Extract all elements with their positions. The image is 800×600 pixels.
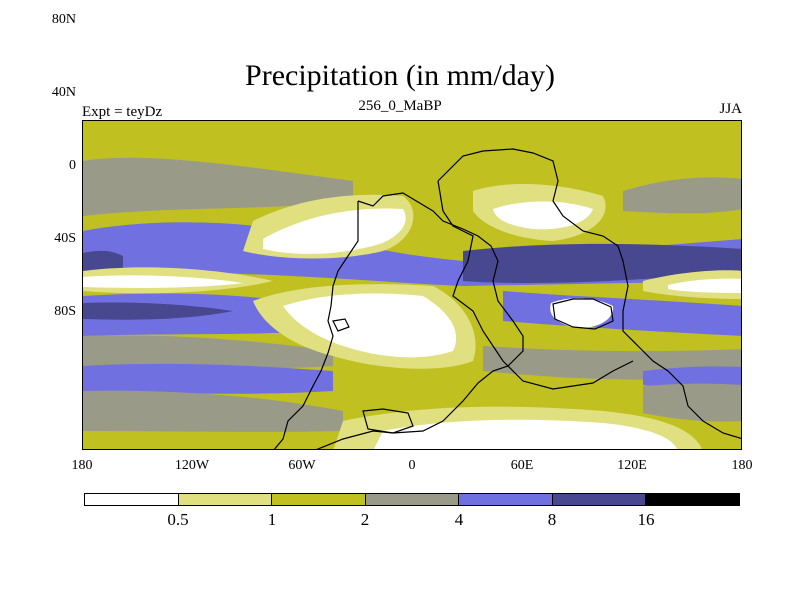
lon-tick-60e: 60E: [510, 458, 534, 473]
colorbar-cell-5: [552, 494, 647, 505]
colorbar: [84, 493, 740, 506]
colorbar-label-2: 2: [360, 510, 370, 529]
experiment-label: Expt = teyDz: [82, 104, 163, 120]
field-white-equator-east-core: [668, 278, 741, 293]
field-grey-south-lat: [83, 383, 741, 432]
field-dry-north-america-core: [263, 208, 406, 254]
field-dry-asia-core: [493, 201, 593, 230]
lon-tick-180-east: 180: [731, 458, 753, 473]
lon-tick-120w: 120W: [174, 458, 210, 473]
colorbar-label-0: 0.5: [167, 510, 189, 529]
precipitation-map: [82, 120, 742, 450]
continent-outlines: [273, 148, 741, 449]
lon-tick-180-west: 180: [71, 458, 93, 473]
field-blue-south-lat: [83, 363, 741, 394]
coastline-small-island: [332, 318, 350, 332]
colorbar-cell-6: [646, 494, 740, 505]
colorbar-label-4: 8: [547, 510, 557, 529]
lat-tick-40s: 40S: [54, 231, 76, 246]
field-darkblue-south: [83, 302, 233, 320]
field-grey-north: [83, 157, 741, 216]
season-label: JJA: [719, 101, 742, 117]
lon-tick-60w: 60W: [288, 458, 316, 473]
colorbar-label-5: 16: [637, 510, 655, 529]
lon-tick-120e: 120E: [617, 458, 647, 473]
map-title: Precipitation (in mm/day): [245, 59, 555, 92]
coastline-antarctic-island: [362, 408, 414, 434]
field-dry-southwest-core: [283, 293, 457, 358]
colorbar-cell-2: [272, 494, 366, 505]
colorbar-cell-1: [178, 494, 273, 505]
lon-tick-0: 0: [408, 458, 416, 473]
lat-tick-0: 0: [69, 158, 76, 173]
colorbar-label-1: 1: [267, 510, 277, 529]
lat-tick-80s: 80S: [54, 304, 76, 319]
field-dry-antarctic-core: [374, 419, 677, 449]
colorbar-cell-4: [459, 494, 553, 505]
coastline-east-continent: [437, 148, 741, 440]
coastline-west-continent: [273, 192, 524, 449]
colorbar-label-3: 4: [454, 510, 464, 529]
period-label: 256_0_MaBP: [358, 98, 442, 114]
lat-tick-40n: 40N: [51, 85, 76, 100]
coastline-australia: [552, 298, 614, 330]
colorbar-cell-3: [365, 494, 460, 505]
colorbar-cell-0: [85, 494, 179, 505]
field-darkblue-north: [83, 243, 741, 283]
field-white-equator-west-core: [83, 275, 243, 288]
field-dry-australia: [550, 298, 614, 328]
lat-tick-80n: 80N: [51, 12, 76, 27]
